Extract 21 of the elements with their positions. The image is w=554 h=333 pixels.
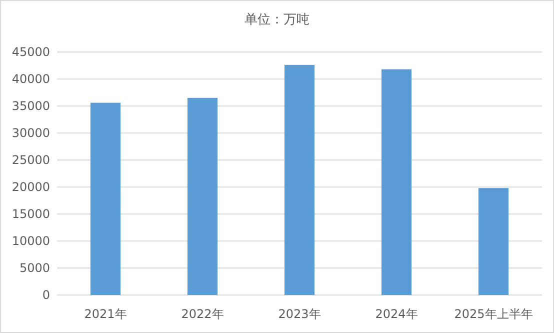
x-tick-label: 2022年 bbox=[181, 307, 224, 321]
x-tick-label: 2021年 bbox=[84, 307, 127, 321]
x-tick-label: 2024年 bbox=[375, 307, 418, 321]
y-tick-label: 15000 bbox=[12, 207, 50, 221]
y-tick-label: 35000 bbox=[12, 99, 50, 113]
y-tick-label: 25000 bbox=[12, 153, 50, 167]
x-tick-label: 2023年 bbox=[278, 307, 321, 321]
y-tick-label: 0 bbox=[42, 288, 50, 302]
bar bbox=[284, 64, 315, 295]
y-tick-label: 30000 bbox=[12, 126, 50, 140]
y-tick-label: 40000 bbox=[12, 72, 50, 86]
y-tick-label: 5000 bbox=[19, 261, 50, 275]
chart-title: 单位：万吨 bbox=[244, 12, 310, 28]
y-tick-label: 45000 bbox=[12, 45, 50, 59]
y-tick-label: 20000 bbox=[12, 180, 50, 194]
bar bbox=[381, 69, 412, 295]
y-tick-label: 10000 bbox=[12, 234, 50, 248]
bar bbox=[187, 98, 218, 295]
bar bbox=[90, 102, 121, 295]
bar bbox=[478, 188, 509, 295]
x-tick-label: 2025年上半年 bbox=[454, 307, 533, 321]
